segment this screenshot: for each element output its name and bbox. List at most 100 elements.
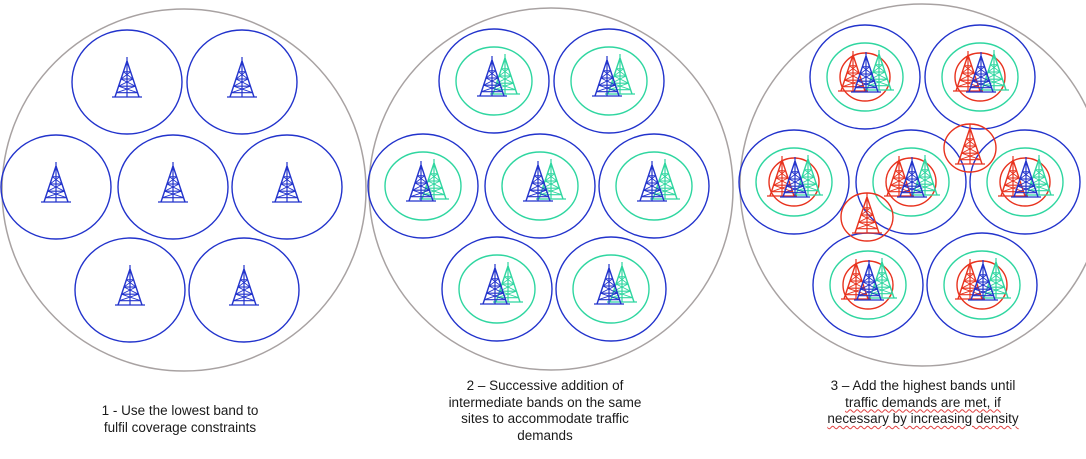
low-band-tower-icon — [594, 264, 624, 305]
low-band-tower-icon — [637, 161, 667, 202]
densification-small-cell — [943, 123, 997, 173]
high-band-cell — [954, 52, 1006, 102]
low-band-tower-icon — [41, 162, 71, 203]
mid-band-cell — [872, 147, 950, 217]
cell-site — [441, 236, 553, 342]
low-band-tower-icon — [968, 260, 998, 301]
caption-step-3: 3 – Add the highest bands until traffic … — [778, 378, 1068, 428]
cell-site — [438, 28, 550, 134]
panel-lowest-band — [0, 8, 367, 372]
mid-band-cell — [829, 250, 907, 320]
cell-site — [0, 134, 112, 240]
mid-band-tower-icon — [650, 159, 680, 200]
low-band-tower-icon — [477, 56, 507, 97]
cell-site — [598, 133, 710, 239]
low-band-tower-icon — [966, 52, 996, 93]
low-band-cell — [484, 133, 596, 239]
cell-site — [555, 236, 667, 342]
high-band-cell — [842, 260, 894, 310]
high-band-cell — [839, 52, 891, 102]
mid-band-cell — [384, 151, 462, 221]
low-band-tower-icon — [112, 57, 142, 98]
high-band-cell — [956, 260, 1008, 310]
densification-small-cell — [840, 192, 894, 242]
caption-line: 1 - Use the lowest band to — [101, 403, 259, 418]
low-band-tower-icon — [227, 57, 257, 98]
low-band-cell — [553, 28, 665, 134]
caption-line: intermediate bands on the same — [448, 394, 642, 410]
low-band-tower-icon — [851, 52, 881, 93]
low-band-cell — [969, 129, 1081, 235]
outer-coverage-circle — [739, 3, 1086, 367]
low-band-cell — [555, 236, 667, 342]
mid-band-cell — [943, 250, 1021, 320]
high-band-tower-icon — [852, 193, 882, 234]
low-band-cell — [441, 236, 553, 342]
low-band-tower-icon — [592, 56, 622, 97]
low-band-cell — [598, 133, 710, 239]
high-band-cell — [768, 157, 820, 207]
low-band-cell — [809, 24, 921, 130]
caption-line: necessary by increasing density — [827, 411, 1019, 426]
cell-site — [117, 134, 229, 240]
cell-site — [74, 237, 186, 343]
low-band-cell — [367, 133, 479, 239]
low-band-cell — [0, 134, 112, 240]
mid-band-tower-icon — [864, 50, 894, 91]
low-band-cell — [117, 134, 229, 240]
low-band-tower-icon — [272, 162, 302, 203]
mid-band-tower-icon — [793, 155, 823, 196]
mid-band-cell — [755, 147, 833, 217]
low-band-tower-icon — [406, 161, 436, 202]
low-band-tower-icon — [854, 260, 884, 301]
cell-site — [926, 232, 1038, 338]
caption-line: traffic demands are met, if — [845, 394, 1001, 410]
low-band-cell — [186, 29, 298, 135]
mid-band-tower-icon — [536, 159, 566, 200]
cell-site — [231, 134, 343, 240]
outer-coverage-circle — [1, 8, 367, 372]
mid-band-cell — [986, 147, 1064, 217]
low-band-cell — [855, 129, 967, 235]
mid-band-cell — [455, 46, 533, 116]
caption-line: 3 – Add the highest bands until — [830, 378, 1016, 393]
mid-band-cell — [572, 254, 650, 324]
high-band-cell — [999, 157, 1051, 207]
mid-band-tower-icon — [605, 54, 635, 95]
high-band-tower-icon — [955, 124, 985, 165]
cell-site — [924, 24, 1036, 130]
caption-line: fulfil coverage constraints — [103, 419, 257, 435]
cell-site — [71, 29, 183, 135]
low-band-tower-icon — [229, 265, 259, 306]
low-band-cell — [71, 29, 183, 135]
cell-site — [186, 29, 298, 135]
low-band-cell — [74, 237, 186, 343]
low-band-tower-icon — [897, 157, 927, 198]
mid-band-cell — [570, 46, 648, 116]
low-band-cell — [926, 232, 1038, 338]
cell-site — [484, 133, 596, 239]
panel-highest-bands — [738, 3, 1086, 367]
cell-site — [738, 129, 850, 235]
mid-band-cell — [826, 42, 904, 112]
caption-line: sites to accommodate traffic — [461, 411, 629, 426]
cell-site — [812, 232, 924, 338]
cell-site — [855, 129, 967, 235]
mid-band-cell — [501, 151, 579, 221]
high-band-tower-icon — [955, 259, 985, 300]
low-band-tower-icon — [1011, 157, 1041, 198]
high-band-cell — [885, 157, 937, 207]
mid-band-tower-icon — [493, 262, 523, 303]
low-band-cell — [924, 24, 1036, 130]
mid-band-cell — [615, 151, 693, 221]
mid-band-tower-icon — [607, 262, 637, 303]
low-band-tower-icon — [158, 162, 188, 203]
low-band-cell — [738, 129, 850, 235]
low-band-tower-icon — [480, 264, 510, 305]
low-band-tower-icon — [115, 265, 145, 306]
low-band-cell — [438, 28, 550, 134]
mid-band-tower-icon — [490, 54, 520, 95]
cell-site — [809, 24, 921, 130]
mid-band-cell — [941, 42, 1019, 112]
